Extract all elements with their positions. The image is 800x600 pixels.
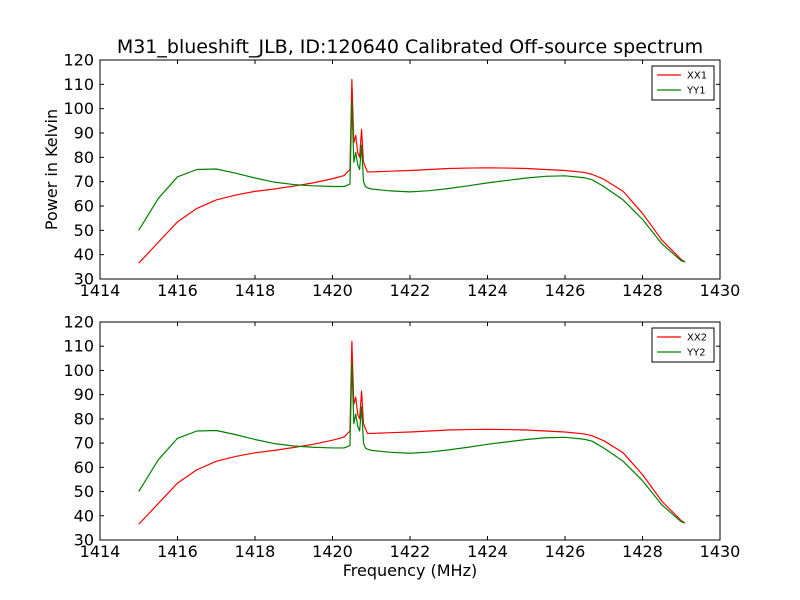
x-tick-label: 1416 [157, 281, 198, 300]
x-tick-label: 1420 [312, 542, 353, 561]
legend-label-xx1: XX1 [687, 71, 707, 82]
x-tick-label: 1420 [312, 281, 353, 300]
y-tick-label: 120 [63, 313, 94, 332]
x-tick-label: 1426 [545, 281, 586, 300]
x-tick-label: 1422 [390, 281, 431, 300]
x-tick-label: 1418 [235, 542, 276, 561]
x-tick-label: 1430 [700, 542, 741, 561]
y-tick-label: 60 [74, 458, 94, 477]
axes-frame [99, 321, 721, 541]
x-tick-label: 1416 [157, 542, 198, 561]
y-axis-label: Power in Kelvin [42, 109, 61, 230]
y-tick-label: 70 [74, 172, 94, 191]
legend-box [651, 327, 715, 363]
legend-label-yy2: YY2 [686, 348, 706, 359]
y-tick-label: 60 [74, 197, 94, 216]
plot-panel-2: 1414 1416 1418 1420 1422 1424 1426 1428 1430 30 40… [63, 313, 740, 581]
y-tick-label: 40 [74, 245, 94, 264]
x-tick-label: 1422 [390, 542, 431, 561]
y-tick-label: 70 [74, 434, 94, 453]
y-tick-label: 80 [74, 409, 94, 428]
y-tick-label: 120 [63, 51, 94, 70]
y-tick-label: 40 [74, 506, 94, 525]
x-tick-label: 1424 [467, 542, 508, 561]
series-line-yy2 [138, 362, 686, 524]
x-tick-label: 1424 [467, 281, 508, 300]
y-tick-label: 100 [63, 99, 94, 118]
x-tick-label: 1426 [545, 542, 586, 561]
series-line-yy1 [138, 100, 686, 263]
y-tick-label: 100 [63, 361, 94, 380]
y-tick-label: 90 [74, 385, 94, 404]
x-tick-label: 1418 [235, 281, 276, 300]
x-tick-label: 1428 [622, 542, 663, 561]
plot-panel-1: 1414 1416 1418 1420 1422 1424 1426 1428 1430 30 40… [42, 36, 740, 300]
axes-frame [99, 59, 721, 280]
y-tick-label: 50 [74, 221, 94, 240]
y-tick-label: 80 [74, 148, 94, 167]
x-axis-label: Frequency (MHz) [343, 561, 477, 580]
series-line-xx1 [138, 78, 686, 264]
x-tick-label: 1430 [700, 281, 741, 300]
legend-label-xx2: XX2 [687, 333, 707, 344]
chart-title: M31_blueshift_JLB, ID:120640 Calibrated … [117, 36, 703, 58]
y-tick-label: 110 [63, 75, 94, 94]
legend-box [651, 65, 715, 101]
y-tick-label: 90 [74, 124, 94, 143]
x-tick-label: 1414 [80, 542, 121, 561]
series-line-xx2 [138, 340, 686, 525]
x-tick-label: 1428 [622, 281, 663, 300]
legend-label-yy1: YY1 [686, 86, 706, 97]
x-tick-label: 1414 [80, 281, 121, 300]
y-tick-label: 30 [74, 270, 94, 289]
y-tick-label: 30 [74, 531, 94, 550]
y-tick-label: 110 [63, 337, 94, 356]
y-tick-label: 50 [74, 482, 94, 501]
